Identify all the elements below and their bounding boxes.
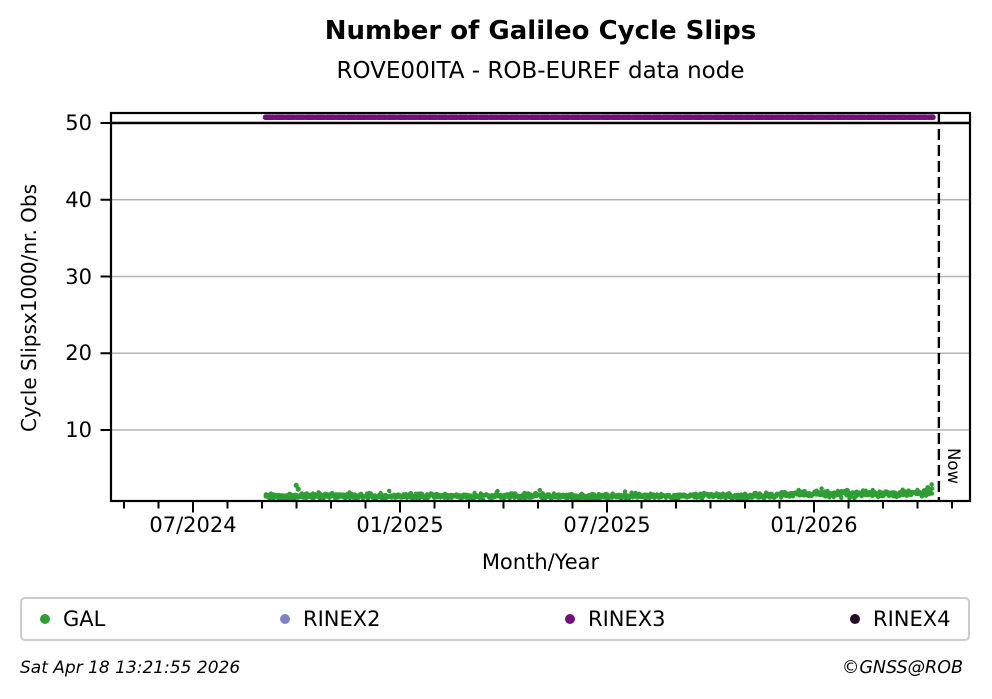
y-tick-label: 30 <box>65 264 92 289</box>
y-tick-label: 10 <box>65 418 92 442</box>
credit: ©GNSS@ROB <box>841 658 963 678</box>
legend-item-gal: GAL <box>40 599 105 639</box>
legend-label: GAL <box>63 607 106 631</box>
legend-marker-icon <box>280 614 290 624</box>
legend-label: RINEX3 <box>588 607 666 631</box>
gal-scatter <box>263 482 935 502</box>
legend: GAL RINEX2 RINEX3 RINEX4 <box>20 597 970 641</box>
legend-item-rinex4: RINEX4 <box>850 599 951 639</box>
x-tick-label: 01/2026 <box>770 513 858 537</box>
legend-marker-icon <box>40 614 50 624</box>
y-tick-label: 50 <box>65 111 92 135</box>
x-tick-label: 01/2025 <box>356 513 444 537</box>
x-axis-label: Month/Year <box>481 550 600 574</box>
plot-border <box>109 111 972 503</box>
chart-title: Number of Galileo Cycle Slips <box>324 16 757 46</box>
x-tick-label: 07/2025 <box>563 513 651 537</box>
timestamp: Sat Apr 18 13:21:55 2026 <box>20 658 241 678</box>
legend-label: RINEX4 <box>873 607 951 631</box>
y-tick-label: 20 <box>65 341 92 366</box>
now-line-label: Now <box>944 448 963 484</box>
legend-item-rinex2: RINEX2 <box>280 599 381 639</box>
y-tick-label: 40 <box>65 187 92 212</box>
chart-subtitle: ROVE00ITA - ROB-EUREF data node <box>336 58 745 84</box>
legend-marker-icon <box>850 614 860 624</box>
legend-marker-icon <box>565 614 575 624</box>
x-tick-label: 07/2024 <box>149 513 237 537</box>
legend-item-rinex3: RINEX3 <box>565 599 666 639</box>
legend-label: RINEX2 <box>303 607 381 631</box>
